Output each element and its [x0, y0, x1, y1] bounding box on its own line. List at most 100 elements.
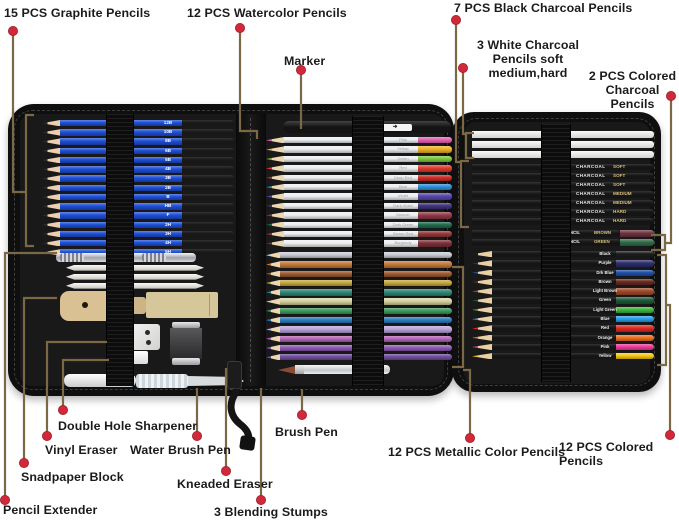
- pencil-end-cap: [418, 146, 452, 153]
- pencil-color-name: Red: [601, 325, 609, 331]
- watercolor-pencil-list: Pink Yellow Green: [266, 137, 452, 247]
- pencil-color-name: Pink: [600, 343, 610, 349]
- pencil-end-cap: [616, 315, 654, 323]
- pencil-color-name: Burgundy: [394, 240, 412, 246]
- sandpaper-block-hole: [82, 302, 88, 308]
- label-sandpaper-block: Snadpaper Block: [21, 470, 124, 484]
- sharpener-hole: [145, 330, 150, 335]
- label-black-charcoal-pencils: 7 PCS Black Charcoal Pencils: [454, 1, 633, 15]
- watercolor-pencil: Blue: [266, 183, 452, 191]
- label-marker: Marker: [284, 54, 326, 68]
- pencil-tip: [472, 343, 492, 351]
- label-pencil-extender: Pencil Extender: [3, 503, 98, 517]
- pencil-tip: [42, 230, 60, 238]
- watercolor-pencil: Dark Violet: [266, 202, 452, 210]
- pencil-color-name: Dark Green: [392, 221, 414, 227]
- pencil-end-cap: [182, 175, 234, 182]
- label-colored-charcoal-pencils: 2 PCS Colored Charcoal Pencils: [588, 69, 677, 112]
- watercolor-pencil: Red: [266, 165, 452, 172]
- graphite-pencil: F: [42, 212, 234, 219]
- callout-dot-brush-pen: [296, 409, 307, 420]
- pencil-color-name: Green: [598, 297, 612, 303]
- pencil-brand-text: CHARCOAL: [576, 209, 606, 215]
- leader-line-colored-charcoal: [665, 96, 673, 245]
- pencil-tip: [266, 270, 280, 277]
- pencil-tip: [266, 137, 284, 144]
- watercolor-pencil: Pink: [266, 137, 452, 144]
- pencil-color-name: Orange: [597, 334, 613, 340]
- pencil-tip: [472, 297, 492, 304]
- callout-dot-watercolor: [234, 22, 245, 33]
- pencil-grade-label: 8B: [165, 138, 171, 144]
- pencil-end-cap: [182, 193, 234, 201]
- callout-dot-metallic: [464, 432, 475, 443]
- elastic-strap-middle: [352, 116, 384, 386]
- pencil-end-cap: [418, 221, 452, 228]
- pencil-tip: [266, 193, 284, 200]
- pencil-body: Maroon: [284, 212, 418, 219]
- pencil-grade-label: F: [166, 212, 170, 218]
- pencil-color-name: Deep Red: [393, 174, 412, 180]
- sandpaper-pad: [146, 292, 218, 318]
- pencil-color-name: Drk Blue: [596, 269, 614, 275]
- pencil-end-cap: [182, 249, 234, 256]
- blending-stump: [66, 273, 204, 280]
- pencil-grade-label: 3B: [165, 175, 171, 181]
- pencil-end-cap: [620, 230, 654, 237]
- graphite-pencil: 8B: [42, 138, 234, 145]
- pencil-end-cap: [182, 156, 234, 164]
- water-brush-pen-grip: [136, 374, 188, 388]
- pencil-end-cap: [182, 166, 234, 173]
- pencil-tip: [42, 212, 60, 219]
- pencil-color-name: Brown Red: [393, 230, 413, 236]
- watercolor-pencil: Burgundy: [266, 240, 452, 247]
- pencil-brand-text: CHARCOAL: [576, 200, 606, 206]
- graphite-pencil: 6B: [42, 147, 234, 155]
- pencil-tip: [266, 212, 284, 219]
- pencil-end-cap: [616, 269, 654, 276]
- pencil-color-name: Violet: [398, 193, 408, 199]
- pencil-tip: [266, 155, 284, 163]
- pencil-tip: [42, 147, 60, 155]
- pencil-body: Pink: [284, 137, 418, 144]
- pencil-grade-label: HARD: [613, 218, 627, 224]
- pencil-brand-text: PENCIL: [564, 230, 581, 235]
- elastic-strap-right: [541, 124, 571, 382]
- pencil-tip: [42, 120, 60, 127]
- pencil-tip: [472, 269, 492, 276]
- pencil-tip: [266, 289, 280, 296]
- pencil-grade-label: 2H: [165, 221, 171, 227]
- pencil-end-cap: [418, 212, 452, 219]
- label-white-charcoal-pencils: 3 White Charcoal Pencils soft medium,har…: [476, 38, 580, 81]
- pencil-end-cap: [616, 251, 654, 258]
- pencil-tip: [472, 306, 492, 314]
- pencil-end-cap: [418, 230, 452, 238]
- extender-clamp: [60, 253, 84, 262]
- pencil-end-cap: [182, 147, 234, 155]
- label-water-brush-pen: Water Brush Pen: [130, 443, 231, 457]
- pencil-body: Violet: [284, 193, 418, 200]
- pencil-tip: [42, 166, 60, 173]
- pencil-color-name: BROWN: [594, 230, 612, 235]
- pencil-grade-label: 5B: [165, 156, 171, 162]
- pencil-brand-text: PENCIL: [564, 239, 581, 245]
- label-metallic-pencils: 12 PCS Metallic Color Pencils: [388, 445, 566, 459]
- pencil-end-cap: [182, 203, 234, 210]
- pencil-color-name: Purple: [598, 260, 612, 266]
- pencil-tip: [42, 240, 60, 247]
- pencil-grade-label: 3H: [165, 230, 171, 236]
- label-graphite-pencils: 15 PCS Graphite Pencils: [4, 6, 151, 20]
- pencil-tip: [266, 307, 280, 315]
- pencil-grade-label: SOFT: [613, 164, 626, 169]
- pencil-tip: [266, 298, 280, 305]
- pencil-tip: [266, 354, 280, 361]
- pencil-tip: [42, 129, 60, 136]
- pencil-end-cap: [616, 260, 654, 267]
- blending-stump: [66, 282, 204, 289]
- blending-stumps: [66, 265, 204, 289]
- label-kneaded-eraser: Kneaded Eraser: [177, 477, 273, 491]
- pencil-color-name: Red: [399, 165, 407, 171]
- pencil-end-cap: [182, 212, 234, 219]
- pencil-tip: [472, 251, 492, 258]
